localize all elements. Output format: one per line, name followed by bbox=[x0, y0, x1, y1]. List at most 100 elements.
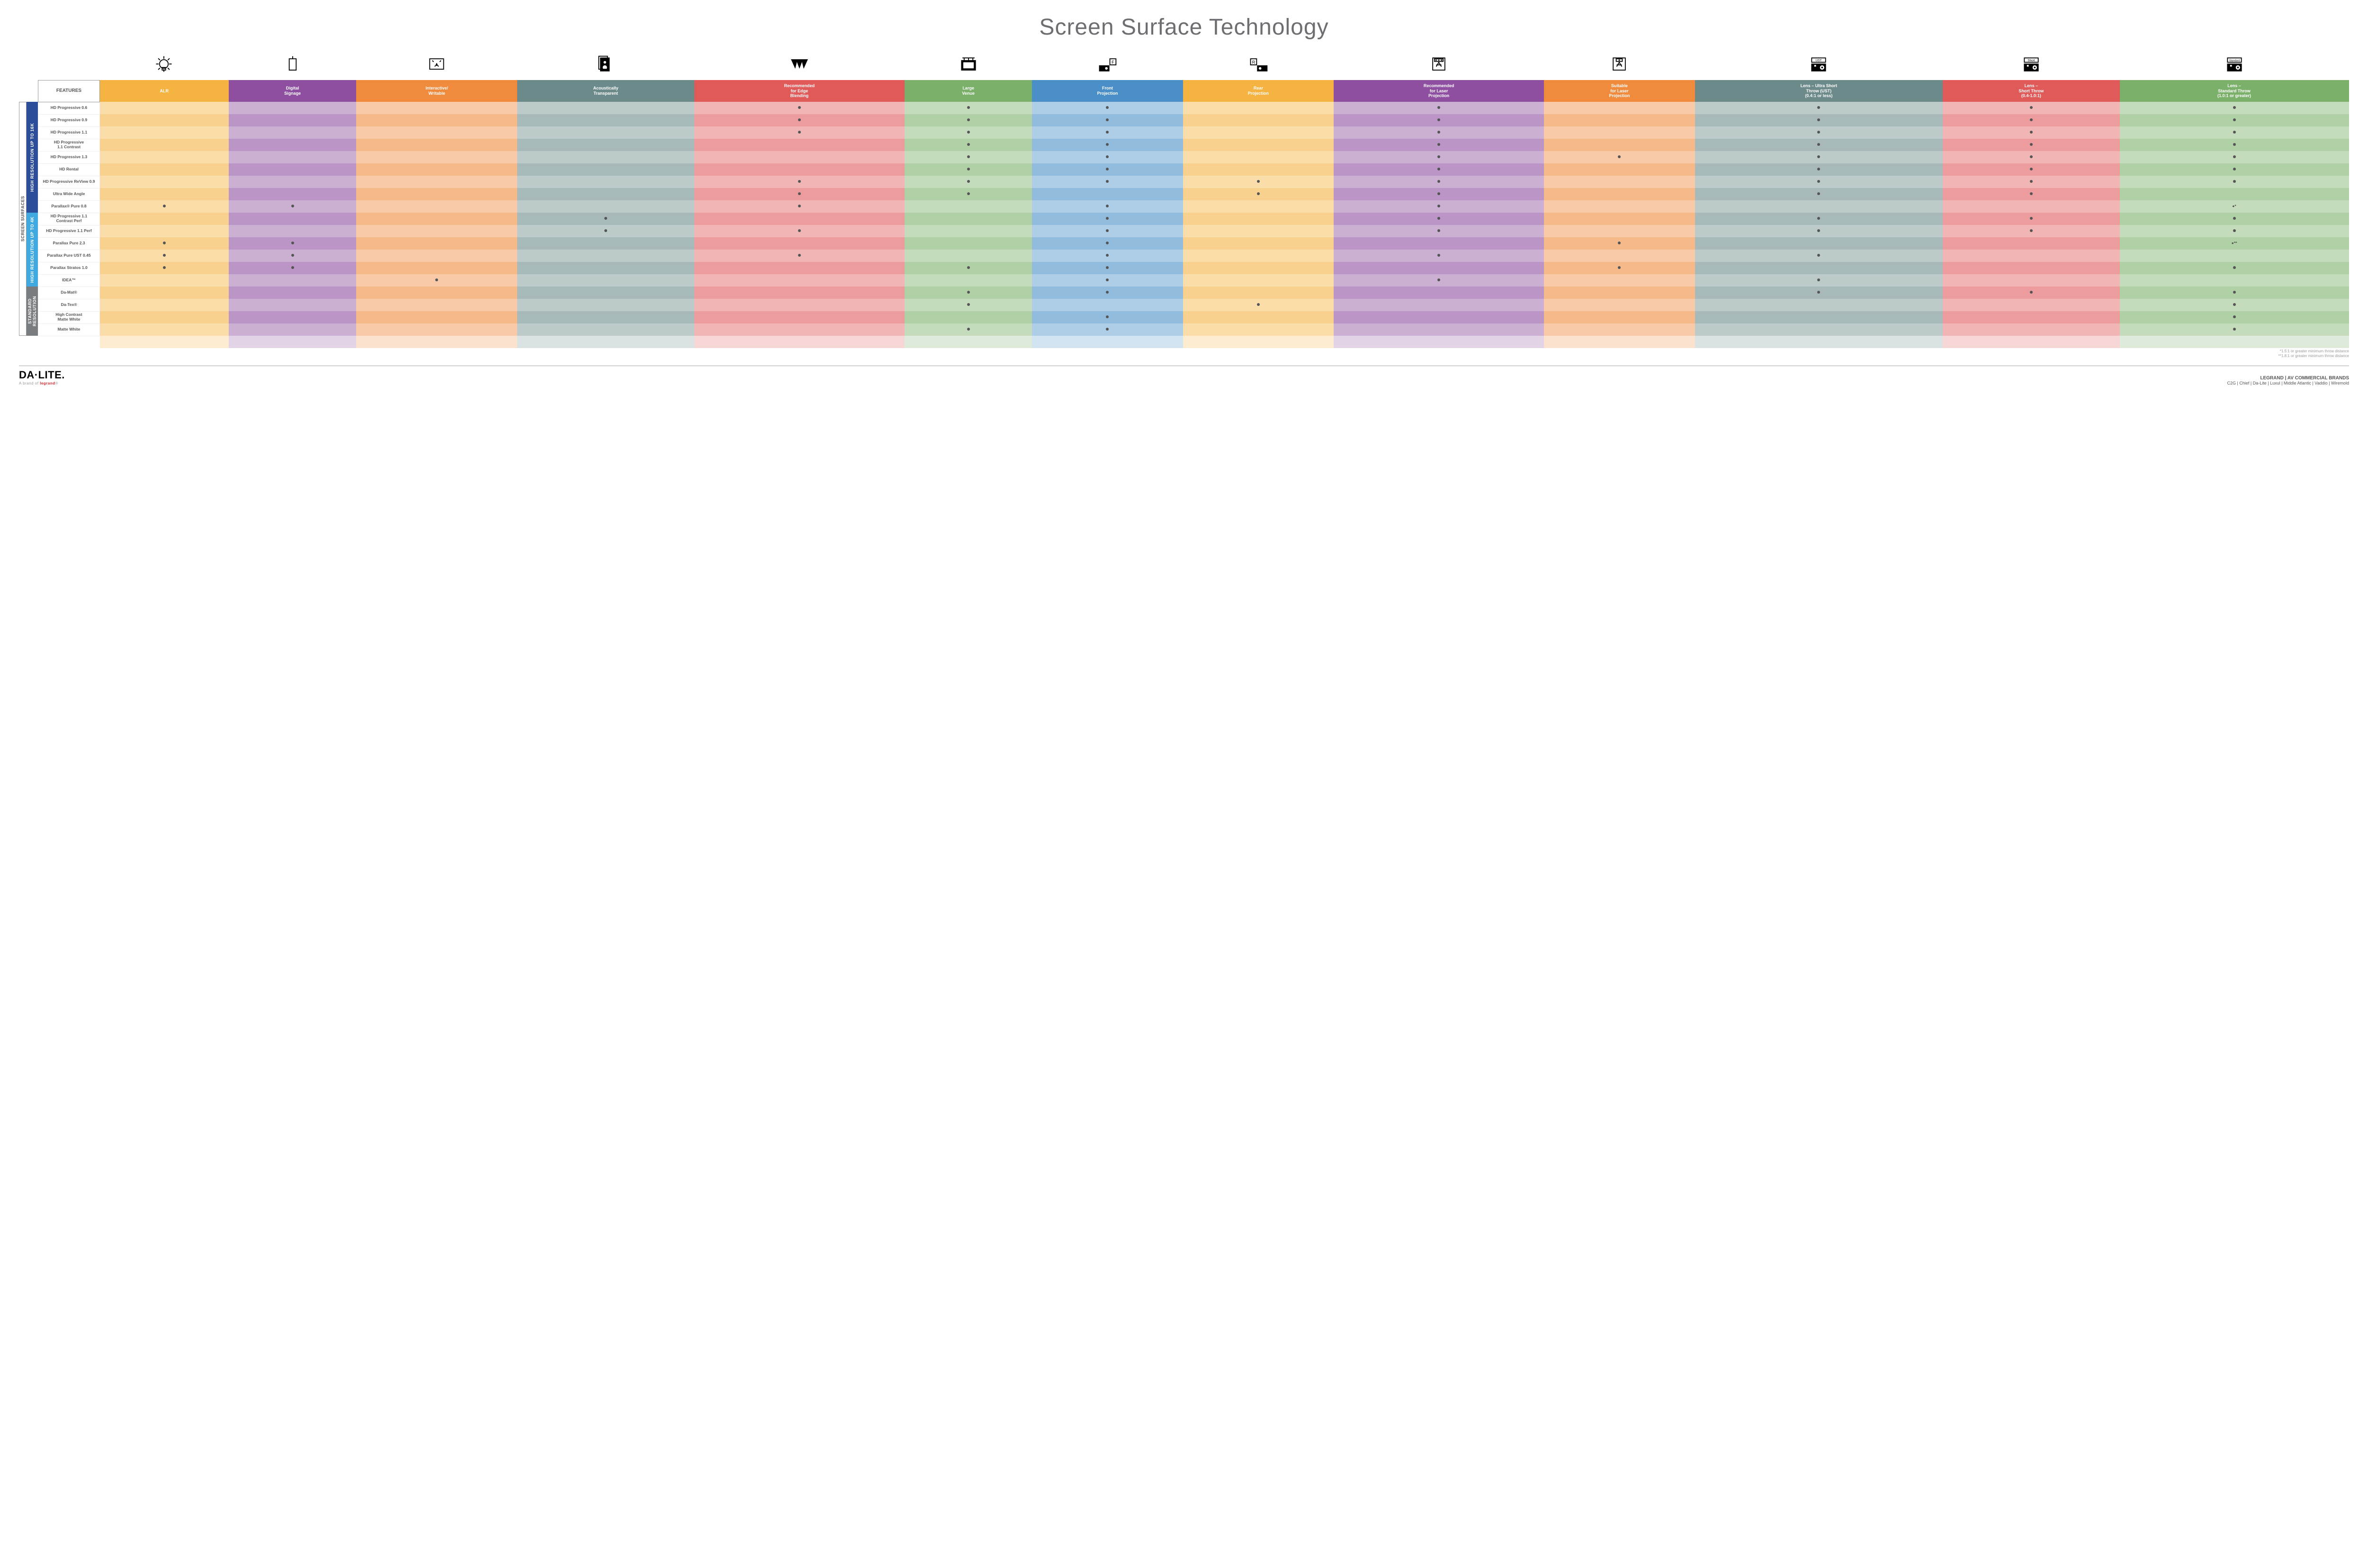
cell bbox=[1032, 299, 1183, 311]
cell bbox=[2120, 299, 2349, 311]
cell bbox=[905, 151, 1032, 163]
cell bbox=[1695, 262, 1943, 274]
cell bbox=[1943, 274, 2119, 287]
cell bbox=[1695, 139, 1943, 151]
cell bbox=[356, 237, 517, 250]
cell bbox=[2120, 188, 2349, 200]
page-title: Screen Surface Technology bbox=[19, 14, 2349, 40]
cell bbox=[356, 262, 517, 274]
cell bbox=[905, 287, 1032, 299]
cell bbox=[229, 114, 356, 126]
cell bbox=[1544, 225, 1695, 237]
cell bbox=[1943, 163, 2119, 176]
cell bbox=[694, 323, 905, 336]
cell bbox=[100, 311, 229, 323]
cell bbox=[1544, 311, 1695, 323]
std-icon: Standard bbox=[2120, 52, 2349, 80]
cell bbox=[1943, 323, 2119, 336]
cell bbox=[356, 250, 517, 262]
cell bbox=[1032, 311, 1183, 323]
cell: ●** bbox=[2120, 237, 2349, 250]
cell bbox=[356, 151, 517, 163]
cell bbox=[1334, 311, 1544, 323]
cell bbox=[1032, 163, 1183, 176]
row-name: HD Progressive 1.1 Perf bbox=[38, 225, 100, 237]
cell bbox=[1032, 151, 1183, 163]
cell bbox=[229, 225, 356, 237]
cell bbox=[100, 323, 229, 336]
cell bbox=[1544, 151, 1695, 163]
cell bbox=[694, 151, 905, 163]
cell bbox=[1032, 176, 1183, 188]
cell bbox=[694, 311, 905, 323]
cell bbox=[1334, 213, 1544, 225]
row-name: HD Progressive 0.9 bbox=[38, 114, 100, 126]
feature-grid: FR★★★★USTShortStandardFEATURESALRDigital… bbox=[38, 52, 2349, 348]
cell bbox=[1183, 274, 1334, 287]
cell bbox=[1695, 225, 1943, 237]
svg-text:R: R bbox=[1252, 60, 1256, 64]
cell bbox=[1183, 237, 1334, 250]
cell bbox=[2120, 225, 2349, 237]
cell bbox=[517, 176, 694, 188]
svg-text:UST: UST bbox=[1816, 59, 1822, 62]
cell bbox=[1183, 323, 1334, 336]
cell bbox=[1544, 274, 1695, 287]
cell: ●* bbox=[2120, 200, 2349, 213]
cell bbox=[1695, 163, 1943, 176]
cell bbox=[356, 225, 517, 237]
cell bbox=[229, 274, 356, 287]
cell bbox=[905, 237, 1032, 250]
cell bbox=[1943, 151, 2119, 163]
cell bbox=[905, 176, 1032, 188]
cell bbox=[1334, 151, 1544, 163]
cell bbox=[1544, 188, 1695, 200]
cell bbox=[1334, 176, 1544, 188]
cell bbox=[1183, 151, 1334, 163]
cell bbox=[1695, 151, 1943, 163]
brand-list: LEGRAND | AV COMMERCIAL BRANDS C2G | Chi… bbox=[2227, 376, 2349, 385]
cell bbox=[905, 213, 1032, 225]
cell bbox=[1695, 188, 1943, 200]
cell bbox=[1695, 299, 1943, 311]
cell bbox=[1183, 139, 1334, 151]
cell bbox=[1943, 250, 2119, 262]
row-name: Parallax Pure UST 0.45 bbox=[38, 250, 100, 262]
cell bbox=[1544, 163, 1695, 176]
svg-text:★: ★ bbox=[1618, 58, 1621, 62]
cell bbox=[905, 299, 1032, 311]
cell bbox=[1334, 287, 1544, 299]
cell bbox=[517, 274, 694, 287]
cell bbox=[694, 139, 905, 151]
cell bbox=[517, 299, 694, 311]
col-header: FrontProjection bbox=[1032, 80, 1183, 102]
svg-text:★★★: ★★★ bbox=[1435, 58, 1443, 62]
cell bbox=[1544, 102, 1695, 114]
cell bbox=[2120, 311, 2349, 323]
cell bbox=[1695, 274, 1943, 287]
col-header: ALR bbox=[100, 80, 229, 102]
cell bbox=[1334, 299, 1544, 311]
cell bbox=[100, 262, 229, 274]
cell bbox=[905, 188, 1032, 200]
row-name: HD Progressive 1.1Contrast Perf bbox=[38, 213, 100, 225]
cell bbox=[229, 163, 356, 176]
cell bbox=[1183, 188, 1334, 200]
cell bbox=[1334, 262, 1544, 274]
row-name: IDEA™ bbox=[38, 274, 100, 287]
cell bbox=[100, 274, 229, 287]
cell bbox=[100, 250, 229, 262]
cell bbox=[1544, 213, 1695, 225]
cell bbox=[356, 176, 517, 188]
cell bbox=[517, 200, 694, 213]
cell bbox=[229, 250, 356, 262]
cell bbox=[905, 126, 1032, 139]
laser-rec-icon: ★★★ bbox=[1334, 52, 1544, 80]
cell bbox=[517, 311, 694, 323]
cell bbox=[1183, 311, 1334, 323]
cell bbox=[1334, 114, 1544, 126]
cell bbox=[356, 299, 517, 311]
cell bbox=[1183, 250, 1334, 262]
cell bbox=[1183, 299, 1334, 311]
cell bbox=[2120, 250, 2349, 262]
